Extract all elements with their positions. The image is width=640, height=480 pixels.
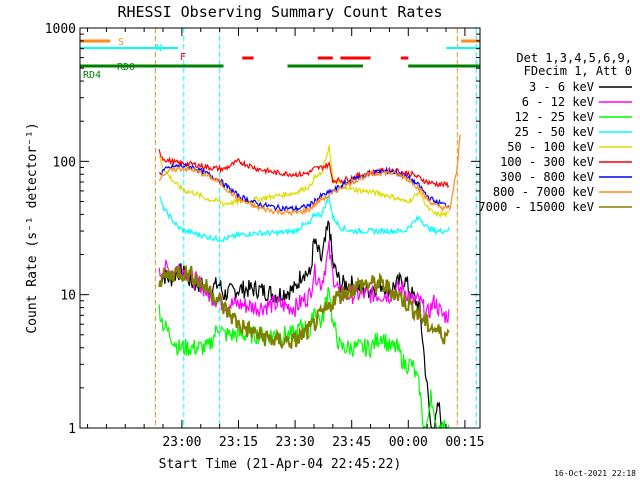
timestamp: 16-Oct-2021 22:18 — [554, 469, 636, 478]
x-tick-label: 23:30 — [276, 435, 315, 450]
legend-header: FDecim 1, Att 0 — [524, 64, 632, 78]
x-tick-label: 23:15 — [219, 435, 258, 450]
x-tick-label: 23:00 — [162, 435, 201, 450]
plot-frame — [79, 27, 481, 429]
x-tick-label: 00:15 — [445, 435, 484, 450]
y-tick-label: 1 — [68, 422, 76, 437]
series-line — [158, 145, 450, 219]
y-axis-label: Count Rate (s⁻¹ detector⁻¹) — [25, 122, 40, 333]
y-tick-label: 1000 — [45, 22, 76, 37]
flag-label: RD0 — [117, 62, 135, 73]
series-line — [158, 265, 450, 350]
chart-title: RHESSI Observing Summary Count Rates — [117, 3, 442, 21]
legend-entry-label: 25 - 50 keV — [515, 125, 594, 139]
series-line — [159, 193, 450, 243]
legend-entry-label: 50 - 100 keV — [507, 140, 594, 154]
flag-label: S — [118, 37, 124, 48]
legend-entry-label: 7000 - 15000 keV — [478, 200, 594, 214]
legend-entry-label: 100 - 300 keV — [500, 155, 594, 169]
series-line — [158, 134, 461, 217]
legend: Det 1,3,4,5,6,9,FDecim 1, Att 0 3 - 6 keV… — [478, 51, 632, 214]
legend-entry-label: 6 - 12 keV — [522, 95, 594, 109]
legend-entry-label: 12 - 25 keV — [515, 110, 594, 124]
flag-label: N — [156, 43, 162, 54]
legend-entry-label: 3 - 6 keV — [529, 80, 594, 94]
legend-entry-label: 300 - 800 keV — [500, 170, 594, 184]
legend-entry-label: 800 - 7000 keV — [493, 185, 594, 199]
y-tick-label: 100 — [53, 155, 76, 170]
plot-area: S N F RD0 RD4 23:00 23:15 23:30 23:45 00:00 00:15 1… — [45, 22, 485, 450]
legend-header: Det 1,3,4,5,6,9, — [516, 51, 632, 65]
flag-label: RD4 — [83, 70, 101, 81]
x-axis-label: Start Time (21-Apr-04 22:45:22) — [159, 457, 402, 472]
x-tick-label: 00:00 — [389, 435, 428, 450]
flag-label: F — [180, 52, 186, 63]
x-tick-label: 23:45 — [332, 435, 371, 450]
y-tick-label: 10 — [60, 289, 76, 304]
